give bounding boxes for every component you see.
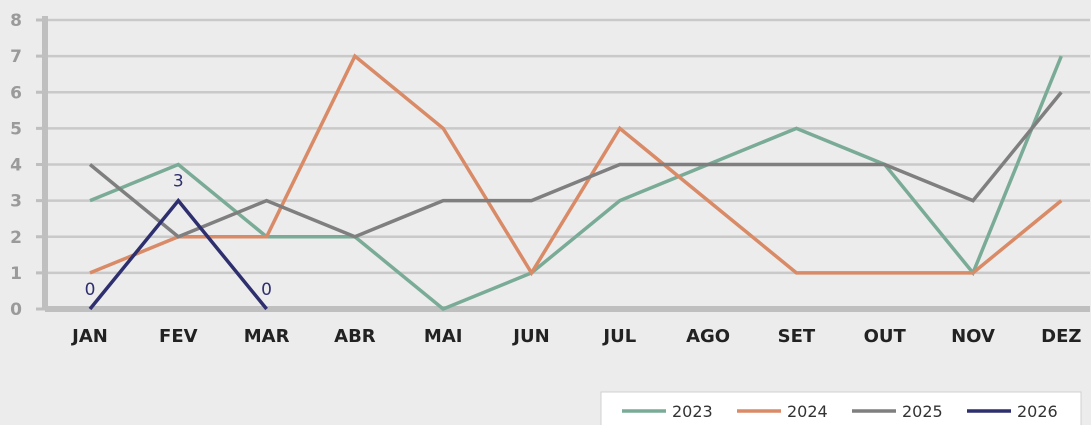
x-tick-label-jan: JAN: [70, 326, 108, 347]
y-tick-label-6: 6: [10, 83, 22, 103]
series-line-2026: [88, 197, 268, 311]
y-tick-label-8: 8: [10, 11, 22, 31]
y-tick-label-2: 2: [10, 228, 22, 248]
x-tick-label-set: SET: [778, 326, 816, 347]
y-tick-label-3: 3: [10, 192, 22, 212]
x-tick-label-mar: MAR: [244, 326, 290, 347]
x-tick-label-abr: ABR: [334, 326, 376, 347]
x-tick-label-nov: NOV: [951, 326, 995, 347]
series-lines: [88, 53, 1063, 312]
legend-label-2025: 2025: [902, 402, 943, 421]
x-tick-labels: JAN FEV MAR ABR MAI JUN JUL AGO SET OUT NOV DEZ: [70, 326, 1081, 347]
data-label-2026-jan: 0: [85, 280, 96, 300]
y-tick-label-1: 1: [10, 264, 22, 284]
x-tick-label-jun: JUN: [511, 326, 549, 347]
y-tick-label-4: 4: [10, 156, 22, 176]
data-label-2026-fev: 3: [173, 172, 184, 192]
y-tick-label-0: 0: [10, 300, 22, 320]
legend-label-2024: 2024: [787, 402, 828, 421]
x-tick-label-ago: AGO: [686, 326, 730, 347]
series-line-2024: [89, 53, 1063, 277]
x-tick-label-out: OUT: [864, 326, 907, 347]
legend-label-2023: 2023: [672, 402, 713, 421]
data-labels: 0 3 0: [85, 172, 272, 300]
legend: 2023 2024 2025 2026: [600, 391, 1082, 425]
axes: [36, 16, 1090, 312]
x-tick-label-mai: MAI: [424, 326, 463, 347]
y-tick-labels: 0 1 2 3 4 5 6 7 8: [10, 11, 22, 320]
y-tick-label-5: 5: [10, 119, 22, 139]
x-tick-label-fev: FEV: [159, 326, 198, 347]
y-tick-label-7: 7: [10, 47, 22, 67]
grid-lines: [45, 18, 1090, 275]
series-line-2023: [89, 55, 1063, 312]
x-tick-label-dez: DEZ: [1041, 326, 1081, 347]
series-line-2025: [88, 91, 1063, 239]
legend-label-2026: 2026: [1017, 402, 1058, 421]
legend-box: [600, 391, 1082, 425]
x-tick-label-jul: JUL: [601, 326, 636, 347]
data-label-2026-mar: 0: [261, 280, 272, 300]
